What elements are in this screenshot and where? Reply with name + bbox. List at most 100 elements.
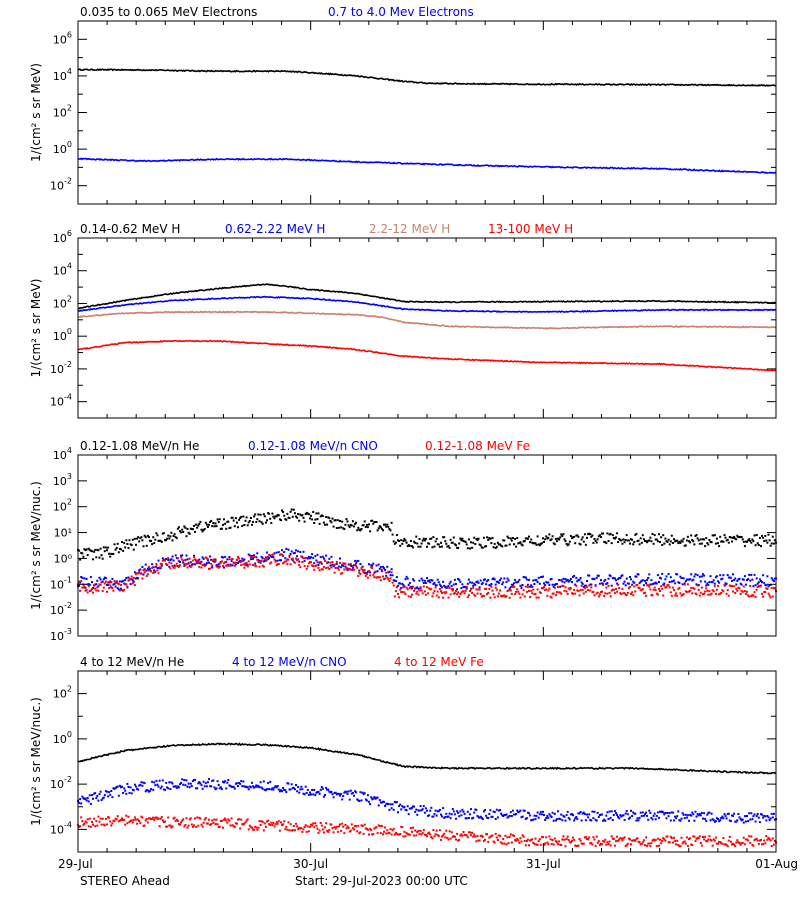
- data-point: [115, 547, 118, 549]
- data-point: [350, 792, 353, 795]
- data-point: [432, 829, 435, 831]
- data-point: [469, 581, 471, 584]
- data-point: [605, 542, 608, 545]
- data-point: [729, 576, 732, 579]
- data-point: [440, 590, 442, 593]
- data-point: [274, 515, 277, 518]
- data-point: [647, 584, 650, 587]
- data-point: [522, 835, 525, 838]
- data-point: [112, 552, 115, 555]
- data-point: [364, 572, 367, 575]
- data-point: [437, 543, 440, 546]
- data-point: [428, 814, 431, 817]
- data-point: [388, 808, 391, 811]
- legend-entry: 4 to 12 MeV Fe: [394, 655, 484, 669]
- data-point: [313, 568, 316, 571]
- data-point: [137, 577, 140, 580]
- data-point: [360, 567, 363, 570]
- data-point: [135, 577, 137, 580]
- data-point: [416, 831, 419, 833]
- data-point: [731, 540, 733, 543]
- data-point: [393, 833, 396, 836]
- data-point: [155, 563, 158, 565]
- data-point: [191, 563, 194, 566]
- data-point: [365, 523, 368, 526]
- data-point: [679, 845, 682, 848]
- data-point: [174, 785, 177, 788]
- data-point: [691, 592, 694, 595]
- data-point: [131, 579, 134, 582]
- data-point: [511, 585, 514, 588]
- data-point: [231, 785, 234, 788]
- data-point: [632, 839, 635, 842]
- data-point: [368, 833, 370, 836]
- data-point: [339, 794, 341, 797]
- data-point: [385, 571, 388, 574]
- data-point: [472, 584, 475, 587]
- data-point: [112, 583, 115, 586]
- data-point: [91, 581, 93, 584]
- data-point: [682, 840, 685, 843]
- data-point: [430, 836, 433, 838]
- data-point: [264, 825, 267, 828]
- data-point: [771, 837, 774, 840]
- legend-entry: 0.12-1.08 MeV Fe: [425, 439, 530, 453]
- data-point: [632, 594, 635, 597]
- data-point: [488, 588, 491, 590]
- data-point: [706, 813, 709, 816]
- data-point: [703, 812, 706, 815]
- data-point: [722, 540, 725, 543]
- data-point: [574, 583, 577, 586]
- y-tick-label: 102: [53, 104, 72, 120]
- data-point: [516, 588, 519, 591]
- data-point: [375, 564, 378, 567]
- data-point: [210, 823, 213, 826]
- data-point: [168, 565, 171, 568]
- data-point: [344, 565, 347, 568]
- data-point: [129, 819, 132, 822]
- data-point: [656, 811, 659, 814]
- data-point: [214, 823, 217, 826]
- data-point: [131, 582, 134, 585]
- data-point: [118, 819, 121, 822]
- data-point: [168, 781, 171, 784]
- data-point: [404, 539, 407, 542]
- data-point: [463, 585, 466, 588]
- data-point: [180, 781, 183, 784]
- data-point: [574, 817, 577, 820]
- data-point: [293, 512, 296, 515]
- data-point: [181, 558, 184, 561]
- data-point: [153, 569, 156, 572]
- data-point: [325, 567, 328, 570]
- data-point: [442, 834, 445, 837]
- data-point: [372, 833, 375, 835]
- data-point: [258, 565, 261, 568]
- data-point: [138, 540, 141, 543]
- data-point: [470, 834, 472, 837]
- data-point: [108, 816, 111, 819]
- data-point: [750, 595, 753, 598]
- data-point: [300, 827, 303, 830]
- data-point: [626, 539, 629, 542]
- data-point: [609, 532, 612, 535]
- data-point: [133, 584, 136, 587]
- data-point: [445, 829, 448, 832]
- data-point: [88, 817, 91, 820]
- data-point: [725, 582, 728, 585]
- data-point: [573, 819, 576, 822]
- data-point: [440, 813, 442, 816]
- data-point: [89, 802, 92, 805]
- data-point: [678, 540, 681, 543]
- data-point: [295, 515, 297, 518]
- data-point: [721, 577, 724, 580]
- data-point: [426, 835, 428, 838]
- data-point: [733, 812, 736, 815]
- data-point: [376, 529, 379, 532]
- data-point: [464, 541, 467, 543]
- data-point: [583, 813, 586, 815]
- data-point: [408, 586, 411, 589]
- data-point: [289, 563, 292, 566]
- data-point: [548, 835, 551, 838]
- data-point: [469, 813, 471, 816]
- data-point: [424, 593, 427, 596]
